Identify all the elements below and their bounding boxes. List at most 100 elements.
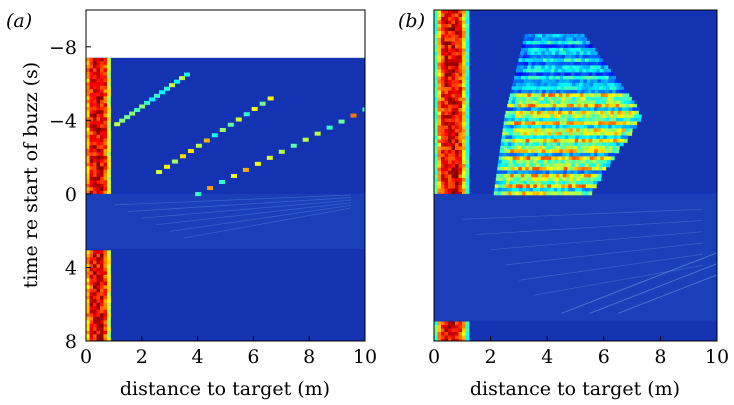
heatmap-cell	[441, 321, 445, 326]
target-region-cell	[513, 177, 518, 182]
target-region-cell	[602, 163, 607, 168]
target-region-cell	[577, 166, 582, 171]
target-region-cell	[499, 173, 504, 178]
heatmap-cell	[444, 188, 449, 193]
heatmap-cell	[455, 52, 459, 56]
target-region-cell	[621, 93, 626, 98]
target-region-cell	[544, 128, 549, 133]
heatmap-cell	[100, 71, 104, 76]
target-region-cell	[580, 33, 585, 38]
target-region-cell	[562, 93, 567, 98]
target-region-cell	[507, 142, 512, 147]
target-region-cell	[593, 180, 598, 185]
heatmap-cell	[93, 162, 97, 167]
heatmap-cell	[462, 10, 466, 14]
target-region-cell	[556, 142, 561, 147]
target-region-cell	[524, 170, 529, 175]
heatmap-cell	[86, 190, 90, 195]
heatmap-cell	[103, 295, 108, 300]
target-region-cell	[548, 93, 553, 98]
target-region-cell	[606, 68, 611, 73]
target-region-cell	[567, 72, 572, 77]
target-region-cell	[562, 152, 567, 157]
heatmap-cell	[448, 143, 452, 147]
target-region-cell	[510, 173, 515, 178]
heatmap-cell	[462, 325, 466, 329]
target-region-cell	[559, 121, 564, 126]
target-region-cell	[625, 93, 630, 98]
target-region-cell	[507, 170, 512, 175]
heatmap-cell	[441, 94, 445, 98]
heatmap-cell	[86, 110, 90, 115]
heatmap-cell	[465, 332, 470, 336]
heatmap-cell	[455, 328, 459, 333]
heatmap-cell	[93, 176, 97, 181]
target-region-cell	[550, 96, 555, 101]
target-region-cell	[584, 117, 589, 122]
target-region-cell	[547, 54, 552, 59]
heatmap-cell	[451, 171, 456, 175]
heatmap-cell	[458, 125, 463, 130]
heatmap-cell	[96, 257, 101, 262]
target-region-cell	[628, 107, 633, 112]
heatmap-cell	[93, 127, 97, 132]
heatmap-cell	[441, 171, 445, 175]
heatmap-cell	[444, 83, 449, 88]
target-region-cell	[585, 163, 590, 168]
heatmap-cell	[444, 59, 449, 63]
heatmap-cell	[93, 306, 97, 311]
target-region-cell	[517, 103, 522, 108]
heatmap-cell	[448, 118, 452, 123]
heatmap-cell	[455, 153, 459, 158]
heatmap-cell	[89, 320, 94, 325]
target-region-cell	[553, 191, 558, 196]
heatmap-cell	[458, 136, 463, 140]
heatmap-cell	[441, 104, 445, 109]
heatmap-cell	[448, 76, 452, 81]
heatmap-cell	[441, 129, 445, 133]
heatmap-cell	[86, 330, 90, 335]
target-region-cell	[556, 44, 561, 49]
target-region-cell	[553, 166, 558, 171]
heatmap-cell	[462, 20, 466, 25]
target-region-cell	[564, 82, 569, 87]
target-region-cell	[571, 110, 576, 115]
target-region-cell	[532, 86, 537, 91]
heatmap-cell	[93, 64, 97, 69]
heatmap-cell	[458, 41, 463, 46]
target-region-cell	[562, 173, 567, 178]
target-region-cell	[624, 96, 629, 101]
target-region-cell	[521, 145, 526, 150]
target-region-cell	[603, 135, 608, 140]
heatmap-cell	[448, 132, 452, 137]
target-region-cell	[577, 145, 582, 150]
panel-b-ticks: 0 2 4 6 8 10	[428, 336, 729, 368]
heatmap-cell	[100, 292, 104, 297]
target-region-cell	[524, 89, 529, 94]
heatmap-cell	[86, 68, 90, 73]
heatmap-cell	[107, 327, 111, 332]
heatmap-cell	[96, 173, 101, 178]
target-region-cell	[587, 89, 592, 94]
heatmap-cell	[100, 113, 104, 118]
target-region-cell	[514, 121, 519, 126]
target-region-cell	[562, 51, 567, 56]
heatmap-cell	[451, 45, 456, 49]
target-region-cell	[589, 110, 594, 115]
target-region-cell	[523, 131, 528, 136]
heatmap-cell	[107, 155, 111, 160]
heatmap-cell	[462, 73, 466, 77]
target-region-cell	[509, 93, 514, 98]
echo-track-2-point	[187, 149, 194, 154]
heatmap-cell	[107, 82, 111, 87]
heatmap-cell	[107, 148, 111, 153]
target-region-cell	[570, 33, 574, 38]
heatmap-cell	[103, 180, 108, 185]
target-region-cell	[570, 166, 575, 171]
target-region-cell	[550, 184, 555, 189]
heatmap-cell	[93, 187, 97, 192]
heatmap-cell	[100, 89, 104, 94]
target-region-cell	[532, 187, 537, 192]
target-region-cell	[550, 68, 555, 73]
target-region-cell	[628, 131, 633, 136]
